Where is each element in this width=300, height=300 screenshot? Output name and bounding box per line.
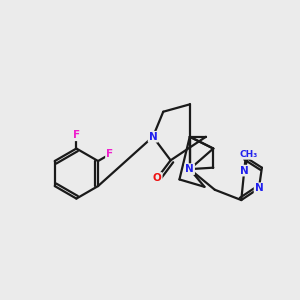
Text: O: O (153, 173, 162, 183)
Text: CH₃: CH₃ (239, 150, 258, 159)
Text: N: N (148, 132, 157, 142)
Text: N: N (255, 183, 263, 193)
Text: N: N (240, 166, 249, 176)
Text: N: N (185, 164, 194, 174)
Text: F: F (73, 130, 80, 140)
Text: F: F (106, 149, 113, 159)
